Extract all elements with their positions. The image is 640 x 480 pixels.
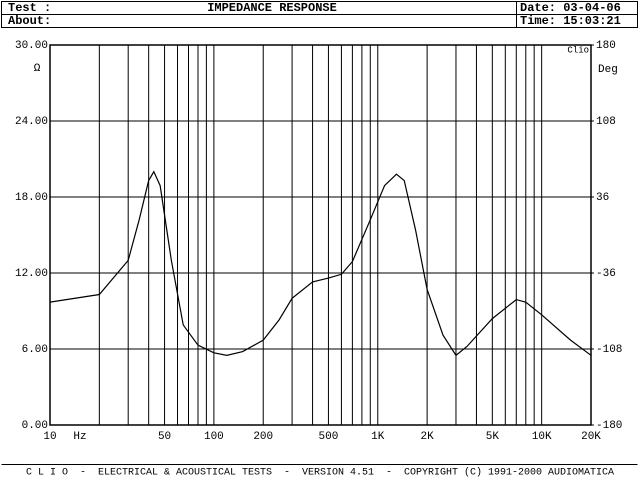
x-axis-label: Hz [73, 431, 86, 443]
y2-tick-label: 108 [596, 116, 616, 128]
y2-tick-label: -108 [596, 344, 622, 356]
x-tick-label: 2K [421, 431, 435, 443]
y2-tick-label: 180 [596, 40, 616, 52]
y-tick-label: 6.00 [22, 344, 48, 356]
annotation: Clio [567, 45, 589, 55]
y-tick-label: 24.00 [15, 116, 48, 128]
about-label: About: [8, 14, 51, 28]
x-tick-label: 5K [486, 431, 500, 443]
chart-title: IMPEDANCE RESPONSE [207, 1, 337, 15]
y2-axis-label: Deg [598, 64, 618, 76]
footer: C L I O - ELECTRICAL & ACOUSTICAL TESTS … [26, 467, 614, 479]
date: Date: 03-04-06 [520, 1, 621, 15]
x-tick-label: 200 [253, 431, 273, 443]
x-tick-label: 10 [43, 431, 56, 443]
y-tick-label: 0.00 [22, 420, 48, 432]
impedance-curve [49, 170, 592, 357]
x-tick-label: 500 [319, 431, 339, 443]
x-tick-label: 100 [204, 431, 224, 443]
time: Time: 15:03:21 [520, 14, 621, 28]
x-tick-label: 10K [532, 431, 552, 443]
y-axis-label: Ω [34, 63, 41, 75]
y2-tick-label: -180 [596, 420, 622, 432]
x-tick-label: 20K [581, 431, 601, 443]
y-tick-label: 12.00 [15, 268, 48, 280]
test-label: Test : [8, 1, 51, 15]
x-tick-label: 1K [371, 431, 385, 443]
y-tick-label: 30.00 [15, 40, 48, 52]
y-tick-label: 18.00 [15, 192, 48, 204]
y2-tick-label: 36 [596, 192, 609, 204]
x-tick-label: 50 [158, 431, 171, 443]
y2-tick-label: -36 [596, 268, 616, 280]
plot-frame [49, 44, 592, 426]
